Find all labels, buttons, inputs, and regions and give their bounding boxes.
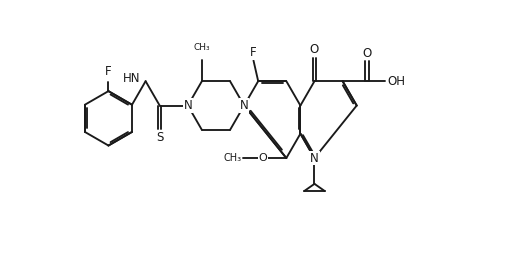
Text: O: O xyxy=(310,43,319,56)
Text: O: O xyxy=(259,153,267,163)
Text: N: N xyxy=(240,99,248,112)
Text: CH₃: CH₃ xyxy=(194,43,210,52)
Text: OH: OH xyxy=(388,75,406,88)
Text: CH₃: CH₃ xyxy=(223,153,241,163)
Text: N: N xyxy=(184,99,192,112)
Text: N: N xyxy=(310,151,319,165)
Text: O: O xyxy=(363,46,372,60)
Text: F: F xyxy=(250,46,257,59)
Text: S: S xyxy=(156,131,163,144)
Text: F: F xyxy=(105,65,112,78)
Text: HN: HN xyxy=(123,72,140,85)
